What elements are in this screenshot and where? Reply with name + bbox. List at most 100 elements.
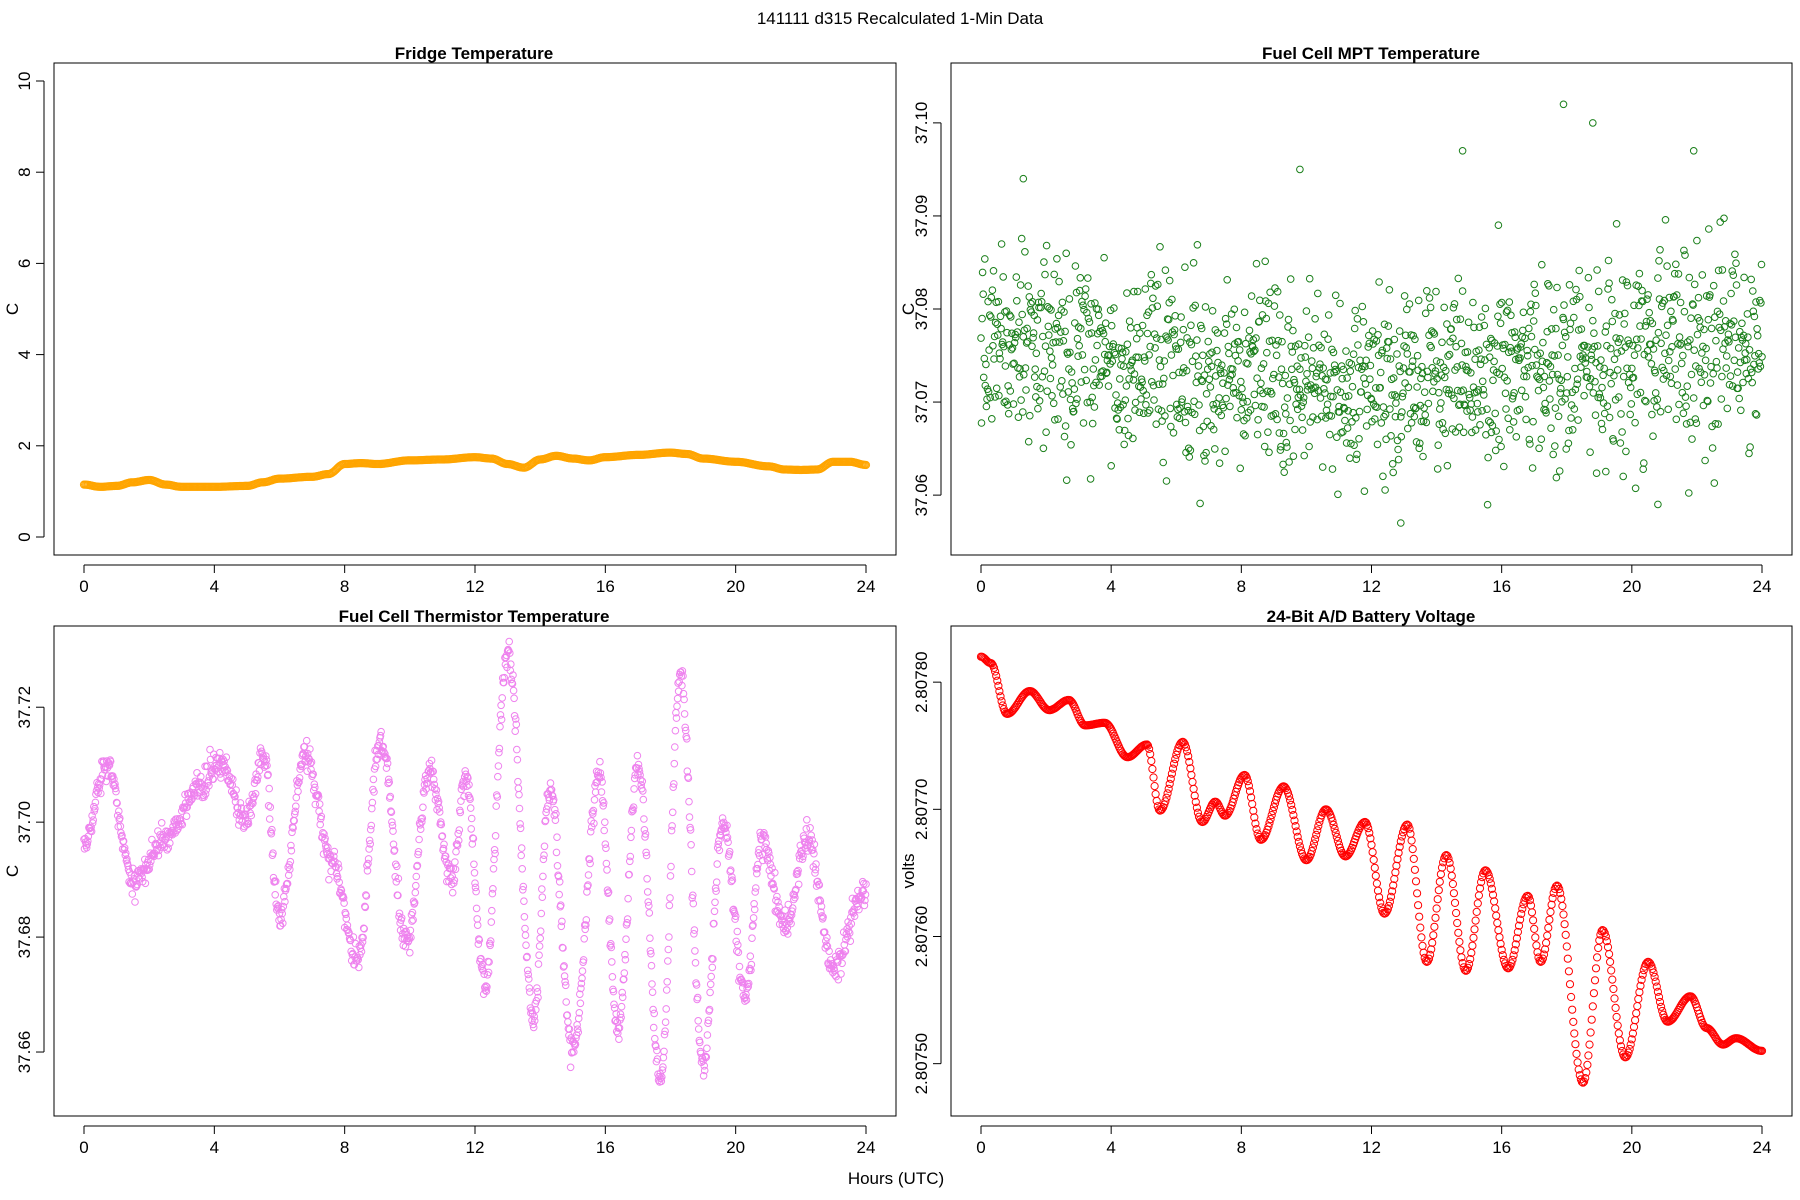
data-point — [1033, 316, 1042, 324]
data-point — [1379, 472, 1387, 481]
data-point — [1611, 1003, 1620, 1013]
data-point — [1428, 938, 1437, 947]
data-point — [1323, 400, 1332, 409]
data-point — [1385, 897, 1395, 906]
data-point — [457, 797, 465, 805]
data-point — [1565, 281, 1574, 289]
data-point — [1150, 396, 1158, 404]
data-point — [1481, 356, 1489, 364]
data-point — [1317, 412, 1326, 421]
data-point — [412, 872, 421, 881]
data-point — [1585, 382, 1594, 391]
plot-frame — [53, 62, 897, 556]
data-point — [1436, 358, 1445, 367]
data-point — [1285, 380, 1294, 389]
data-point — [1559, 910, 1568, 919]
data-point — [1327, 412, 1336, 420]
data-point — [1187, 321, 1195, 330]
data-point — [1400, 292, 1409, 300]
data-point — [1039, 332, 1047, 341]
data-point — [1353, 450, 1361, 459]
data-point — [1539, 338, 1547, 347]
data-point — [988, 415, 996, 423]
data-point — [1515, 405, 1524, 414]
data-point — [1068, 379, 1076, 387]
data-point — [1641, 322, 1650, 330]
data-point — [1503, 377, 1511, 385]
y-tick-label: 2 — [15, 441, 34, 450]
data-point — [1257, 364, 1266, 373]
data-point — [1519, 308, 1528, 317]
data-point — [1069, 407, 1078, 416]
data-point — [1351, 306, 1359, 315]
data-point — [1328, 465, 1337, 473]
data-point — [1728, 267, 1736, 275]
data-point — [1590, 329, 1598, 338]
data-point — [1459, 386, 1467, 395]
x-tick-label: 4 — [210, 577, 219, 596]
data-point — [979, 373, 988, 382]
data-point — [1276, 446, 1285, 454]
data-point — [1438, 338, 1446, 347]
data-point — [1437, 399, 1445, 407]
panel-title: Fuel Cell MPT Temperature — [1262, 44, 1480, 63]
data-point — [1741, 349, 1749, 357]
data-point — [1074, 323, 1083, 331]
data-point — [1542, 409, 1550, 417]
data-point — [1004, 382, 1012, 390]
data-point — [1278, 379, 1287, 388]
data-point — [516, 824, 525, 833]
data-point — [1506, 343, 1515, 352]
data-point — [1189, 259, 1198, 267]
data-point — [1353, 315, 1362, 323]
data-point — [1664, 405, 1672, 414]
data-point — [1344, 407, 1352, 415]
x-tick-label: 20 — [1622, 577, 1641, 596]
data-point — [1121, 396, 1130, 405]
data-point — [694, 1017, 703, 1025]
data-point — [1048, 361, 1057, 369]
data-point — [1606, 344, 1615, 353]
x-tick-label: 0 — [79, 577, 88, 596]
data-point — [988, 286, 997, 295]
data-point — [1581, 359, 1589, 367]
data-point — [1734, 344, 1743, 352]
data-point — [1349, 350, 1358, 359]
data-point — [1526, 307, 1535, 316]
data-point — [1337, 429, 1345, 437]
data-point — [1150, 330, 1159, 339]
data-point — [1277, 365, 1286, 374]
data-point — [626, 852, 635, 861]
data-point — [584, 871, 593, 879]
data-point — [647, 961, 656, 970]
data-point — [1449, 303, 1458, 312]
data-point — [691, 947, 699, 955]
data-point — [1612, 1012, 1621, 1022]
data-point — [1429, 387, 1437, 396]
data-point — [1339, 428, 1347, 436]
data-point — [662, 986, 671, 994]
data-point — [673, 694, 682, 703]
data-point — [1339, 365, 1348, 374]
data-point — [1586, 1028, 1595, 1037]
data-point — [1623, 281, 1632, 290]
data-point — [752, 884, 760, 892]
data-point — [1074, 352, 1082, 361]
y-tick-label: 37.10 — [912, 102, 931, 145]
data-point — [1125, 317, 1134, 326]
data-point — [1149, 294, 1157, 303]
data-point — [1071, 262, 1080, 270]
y-tick-label: 10 — [15, 72, 34, 91]
data-point — [1628, 364, 1636, 373]
data-point — [1013, 297, 1021, 305]
data-point — [1622, 278, 1631, 286]
data-point — [1220, 329, 1229, 337]
data-point — [1067, 441, 1075, 449]
data-point — [1517, 386, 1526, 395]
data-point — [1524, 363, 1532, 372]
data-point — [1377, 419, 1386, 427]
data-point — [1031, 365, 1039, 374]
data-point — [1413, 889, 1422, 898]
data-point — [1593, 266, 1601, 274]
data-point — [1294, 837, 1303, 846]
